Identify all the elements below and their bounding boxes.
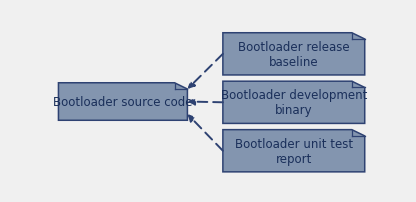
Polygon shape	[223, 82, 365, 124]
Text: Bootloader release
baseline: Bootloader release baseline	[238, 41, 349, 68]
Polygon shape	[223, 130, 365, 172]
Polygon shape	[58, 83, 188, 121]
Text: Bootloader source code: Bootloader source code	[53, 96, 193, 108]
Text: Bootloader development
binary: Bootloader development binary	[220, 89, 367, 117]
Polygon shape	[223, 34, 365, 76]
Text: Bootloader unit test
report: Bootloader unit test report	[235, 137, 353, 165]
